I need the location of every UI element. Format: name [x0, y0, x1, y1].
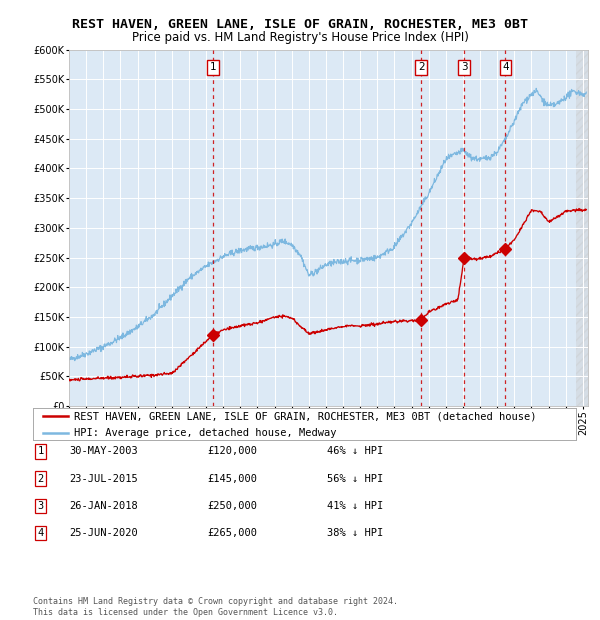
Text: 1: 1 [210, 63, 217, 73]
Text: 56% ↓ HPI: 56% ↓ HPI [327, 474, 383, 484]
Text: 46% ↓ HPI: 46% ↓ HPI [327, 446, 383, 456]
Text: REST HAVEN, GREEN LANE, ISLE OF GRAIN, ROCHESTER, ME3 0BT (detached house): REST HAVEN, GREEN LANE, ISLE OF GRAIN, R… [74, 411, 536, 421]
Text: £145,000: £145,000 [207, 474, 257, 484]
Text: 30-MAY-2003: 30-MAY-2003 [69, 446, 138, 456]
Text: £120,000: £120,000 [207, 446, 257, 456]
Text: Price paid vs. HM Land Registry's House Price Index (HPI): Price paid vs. HM Land Registry's House … [131, 31, 469, 44]
Bar [575, 50, 588, 406]
Text: 25-JUN-2020: 25-JUN-2020 [69, 528, 138, 538]
Text: REST HAVEN, GREEN LANE, ISLE OF GRAIN, ROCHESTER, ME3 0BT: REST HAVEN, GREEN LANE, ISLE OF GRAIN, R… [72, 18, 528, 31]
Text: 4: 4 [38, 528, 44, 538]
Text: 38% ↓ HPI: 38% ↓ HPI [327, 528, 383, 538]
Text: 23-JUL-2015: 23-JUL-2015 [69, 474, 138, 484]
Text: 2: 2 [38, 474, 44, 484]
Text: Contains HM Land Registry data © Crown copyright and database right 2024.
This d: Contains HM Land Registry data © Crown c… [33, 598, 398, 617]
Text: 3: 3 [461, 63, 467, 73]
Text: 2: 2 [418, 63, 424, 73]
Text: 26-JAN-2018: 26-JAN-2018 [69, 501, 138, 511]
Text: HPI: Average price, detached house, Medway: HPI: Average price, detached house, Medw… [74, 428, 336, 438]
Text: £250,000: £250,000 [207, 501, 257, 511]
Text: 1: 1 [38, 446, 44, 456]
Text: 4: 4 [502, 63, 509, 73]
Text: 41% ↓ HPI: 41% ↓ HPI [327, 501, 383, 511]
Text: £265,000: £265,000 [207, 528, 257, 538]
Text: 3: 3 [38, 501, 44, 511]
